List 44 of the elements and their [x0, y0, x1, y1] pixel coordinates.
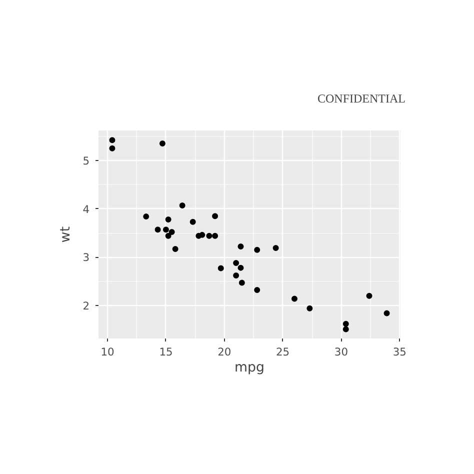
point: [159, 140, 166, 147]
point: [190, 218, 196, 225]
y-tick-label: 3: [82, 251, 90, 264]
point: [272, 244, 279, 251]
point: [291, 296, 298, 302]
text: CONFIDENTIAL: [318, 92, 406, 106]
y-tick-label: 2: [82, 300, 90, 313]
point: [384, 310, 390, 316]
point: [238, 264, 244, 271]
point: [165, 232, 172, 239]
x-tick-label: 10: [100, 346, 115, 358]
point: [238, 244, 244, 250]
x-axis-title: mpg: [234, 360, 264, 376]
x-tick-label: 20: [218, 346, 232, 358]
point: [143, 214, 150, 220]
point: [162, 226, 169, 233]
point: [238, 280, 245, 286]
point: [212, 232, 218, 239]
x-tick-label: 30: [334, 346, 348, 358]
point: [342, 320, 349, 327]
point: [306, 305, 313, 312]
y-tick-label: 4: [82, 202, 90, 216]
point: [366, 292, 372, 299]
x-tick-label: 25: [276, 346, 290, 358]
point: [179, 202, 186, 208]
x-tick-label: 15: [159, 346, 173, 358]
point: [154, 226, 161, 233]
point: [212, 213, 218, 220]
point: [233, 272, 240, 279]
point: [196, 232, 202, 239]
point: [254, 287, 260, 294]
point: [109, 137, 116, 144]
point: [165, 216, 172, 222]
point: [342, 326, 349, 332]
point: [109, 145, 116, 152]
point: [172, 246, 178, 252]
y-tick-label: 5: [82, 154, 90, 168]
point: [218, 265, 224, 272]
point: [206, 232, 212, 239]
point: [168, 229, 175, 236]
y-axis-title: wt: [58, 226, 74, 243]
point: [254, 246, 260, 253]
point: [233, 260, 240, 266]
x-tick-label: 35: [392, 346, 406, 358]
